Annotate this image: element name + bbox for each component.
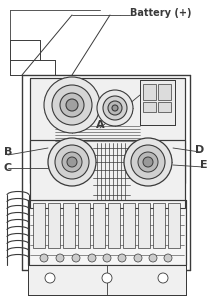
- Circle shape: [102, 273, 112, 283]
- Bar: [93, 203, 105, 248]
- Bar: [28, 265, 186, 295]
- Circle shape: [143, 157, 153, 167]
- Text: C: C: [4, 163, 12, 173]
- Circle shape: [103, 96, 127, 120]
- Bar: [33, 203, 45, 248]
- Bar: [168, 203, 180, 248]
- Circle shape: [60, 93, 84, 117]
- Circle shape: [118, 254, 126, 262]
- Circle shape: [138, 152, 158, 172]
- Circle shape: [66, 99, 78, 111]
- Bar: [28, 200, 186, 265]
- Text: B: B: [4, 147, 12, 157]
- Text: E: E: [200, 160, 208, 170]
- Circle shape: [40, 254, 48, 262]
- Text: D: D: [195, 145, 205, 155]
- Circle shape: [52, 85, 92, 125]
- Circle shape: [97, 90, 133, 126]
- Circle shape: [158, 273, 168, 283]
- Bar: [48, 203, 60, 248]
- Bar: [108, 203, 120, 248]
- Circle shape: [55, 145, 89, 179]
- Bar: [140, 80, 175, 125]
- Text: A: A: [96, 120, 104, 130]
- Bar: [28, 265, 186, 295]
- Circle shape: [134, 254, 142, 262]
- Bar: [78, 203, 90, 248]
- Bar: [140, 80, 175, 125]
- Bar: [143, 102, 156, 112]
- Circle shape: [44, 77, 100, 133]
- Circle shape: [108, 101, 122, 115]
- Text: Battery (+): Battery (+): [130, 8, 192, 18]
- Circle shape: [103, 254, 111, 262]
- Bar: [63, 203, 75, 248]
- Bar: [28, 200, 186, 265]
- Circle shape: [48, 138, 96, 186]
- Bar: [30, 78, 185, 183]
- Circle shape: [124, 138, 172, 186]
- Bar: [153, 203, 165, 248]
- Bar: [158, 102, 171, 112]
- Bar: [30, 140, 185, 208]
- Circle shape: [112, 105, 118, 111]
- Circle shape: [67, 157, 77, 167]
- Bar: [138, 203, 150, 248]
- Bar: [30, 140, 185, 208]
- Bar: [30, 78, 185, 183]
- Circle shape: [149, 254, 157, 262]
- Circle shape: [56, 254, 64, 262]
- Bar: [143, 84, 156, 100]
- Circle shape: [88, 254, 96, 262]
- Bar: [123, 203, 135, 248]
- Bar: [158, 84, 171, 100]
- Circle shape: [45, 273, 55, 283]
- Circle shape: [72, 254, 80, 262]
- Circle shape: [62, 152, 82, 172]
- Circle shape: [131, 145, 165, 179]
- Circle shape: [164, 254, 172, 262]
